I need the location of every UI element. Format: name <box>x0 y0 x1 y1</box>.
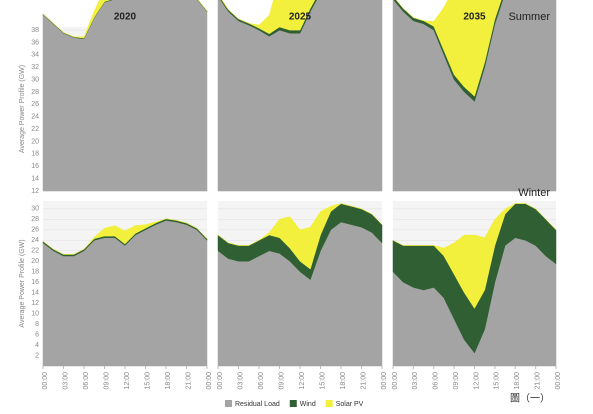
x-tick-label: 21:00 <box>534 372 541 390</box>
x-tick-label: 09:00 <box>278 372 285 390</box>
x-tick-label: 00:00 <box>381 372 388 390</box>
y-tick-label: 12 <box>31 300 39 307</box>
x-tick-label: 03:00 <box>62 372 69 390</box>
y-tick-label: 24 <box>31 237 39 244</box>
x-tick-label: 12:00 <box>124 372 131 390</box>
y-tick-label: 20 <box>31 258 39 265</box>
y-tick-label: 18 <box>31 151 39 158</box>
row-label: Winter <box>518 187 550 199</box>
row-label: Summer <box>508 11 550 23</box>
legend-swatch <box>289 400 297 407</box>
legend-swatch <box>225 400 232 407</box>
y-tick-label: 34 <box>31 52 39 59</box>
x-tick-label: 18:00 <box>340 372 347 390</box>
y-axis-label: Average Power Profile (GW) <box>19 239 26 327</box>
legend-label: Residual Load <box>235 401 280 408</box>
legend-swatch <box>325 400 333 407</box>
y-tick-label: 36 <box>31 39 39 46</box>
y-axis-label: Average Power Profile (GW) <box>19 65 26 153</box>
x-tick-label: 21:00 <box>185 372 192 390</box>
x-tick-label: 18:00 <box>514 372 521 390</box>
x-tick-label: 00:00 <box>217 372 224 390</box>
x-tick-label: 15:00 <box>494 372 501 390</box>
x-tick-label: 06:00 <box>433 372 440 390</box>
x-tick-label: 15:00 <box>144 372 151 390</box>
y-tick-label: 30 <box>31 206 39 213</box>
legend-label: Solar PV <box>336 401 364 408</box>
area <box>217 203 383 270</box>
y-tick-label: 22 <box>31 126 39 133</box>
y-tick-label: 6 <box>35 331 39 338</box>
panel-title: 2035 <box>463 12 486 23</box>
area <box>392 203 557 309</box>
y-tick-label: 8 <box>35 321 39 328</box>
x-tick-label: 12:00 <box>299 372 306 390</box>
y-tick-label: 4 <box>35 342 39 349</box>
y-tick-label: 14 <box>31 175 39 182</box>
y-tick-label: 20 <box>31 138 39 145</box>
y-tick-label: 26 <box>31 227 39 234</box>
area <box>42 0 208 39</box>
x-tick-label: 06:00 <box>83 372 90 390</box>
area <box>395 0 502 97</box>
x-tick-label: 06:00 <box>258 372 265 390</box>
y-tick-label: 28 <box>31 89 39 96</box>
x-tick-label: 00:00 <box>206 372 213 390</box>
y-tick-label: 16 <box>31 163 39 170</box>
legend-label: Wind <box>300 401 316 408</box>
area <box>42 218 208 255</box>
x-tick-label: 03:00 <box>412 372 419 390</box>
area <box>221 0 316 35</box>
x-tick-label: 03:00 <box>237 372 244 390</box>
caption: 圖（一） <box>510 393 550 405</box>
x-tick-label: 18:00 <box>165 372 172 390</box>
x-tick-label: 21:00 <box>360 372 367 390</box>
y-tick-label: 2 <box>35 352 39 359</box>
x-tick-label: 12:00 <box>473 372 480 390</box>
panel-title: 2025 <box>289 12 312 23</box>
x-tick-label: 09:00 <box>103 372 110 390</box>
y-tick-label: 32 <box>31 64 39 71</box>
y-tick-label: 28 <box>31 216 39 223</box>
y-tick-label: 24 <box>31 114 39 121</box>
y-tick-label: 26 <box>31 101 39 108</box>
x-tick-label: 09:00 <box>453 372 460 390</box>
panel-title: 2020 <box>114 12 137 23</box>
x-tick-label: 00:00 <box>42 372 49 390</box>
y-tick-label: 14 <box>31 290 39 297</box>
y-tick-label: 12 <box>31 188 39 195</box>
y-tick-label: 16 <box>31 279 39 286</box>
x-tick-label: 15:00 <box>319 372 326 390</box>
x-tick-label: 00:00 <box>392 372 399 390</box>
y-tick-label: 38 <box>31 27 39 34</box>
y-tick-label: 30 <box>31 76 39 83</box>
y-tick-label: 10 <box>31 310 39 317</box>
y-tick-label: 22 <box>31 248 39 255</box>
y-tick-label: 18 <box>31 269 39 276</box>
x-tick-label: 00:00 <box>555 372 562 390</box>
